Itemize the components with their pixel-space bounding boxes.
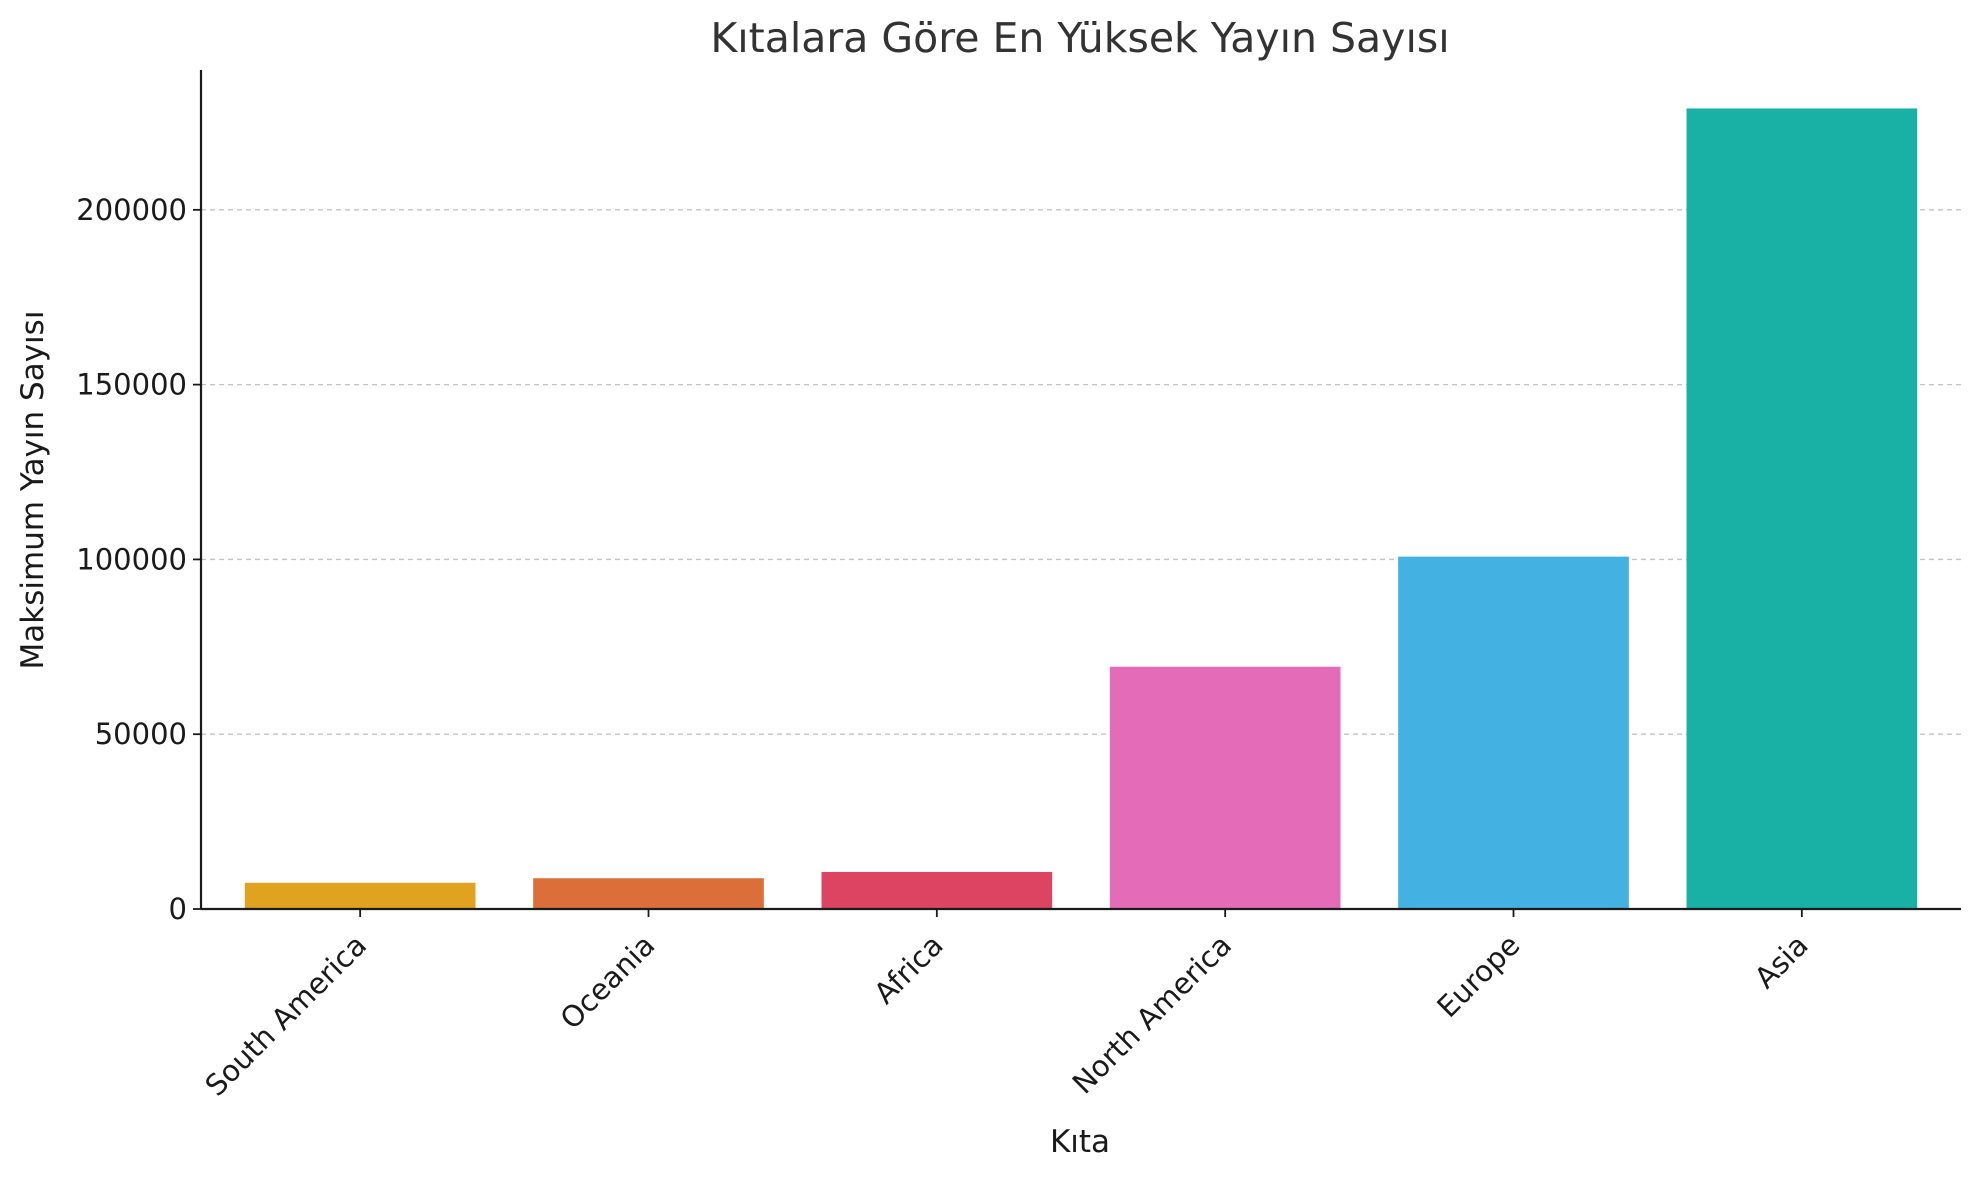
x-tick-label: North America bbox=[1066, 928, 1239, 1101]
bar-asia bbox=[1686, 108, 1918, 910]
bar-europe bbox=[1398, 556, 1629, 909]
bar-africa bbox=[821, 871, 1053, 909]
y-ticks: 0 50000 100000 150000 200000 bbox=[76, 193, 201, 926]
y-tick-label: 100000 bbox=[76, 542, 187, 576]
bar-north-america bbox=[1109, 666, 1341, 909]
x-tick-label: South America bbox=[198, 928, 373, 1103]
y-tick-label: 50000 bbox=[95, 717, 187, 751]
x-tick-label: Europe bbox=[1430, 928, 1526, 1024]
x-tick-label: Asia bbox=[1748, 928, 1815, 995]
x-tick-label: Oceania bbox=[554, 928, 662, 1036]
bar-south-america bbox=[244, 882, 476, 909]
y-tick-label: 200000 bbox=[76, 193, 187, 227]
bars bbox=[244, 108, 1918, 910]
y-tick-label: 150000 bbox=[76, 368, 187, 402]
x-axis-title: Kıta bbox=[1050, 1124, 1110, 1160]
x-ticks: South America Oceania Africa North America E… bbox=[198, 909, 1815, 1103]
bar-oceania bbox=[533, 878, 764, 909]
chart-title: Kıtalara Göre En Yüksek Yayın Sayısı bbox=[710, 14, 1449, 62]
x-tick-label: Africa bbox=[867, 928, 950, 1011]
y-tick-label: 0 bbox=[169, 892, 187, 926]
y-axis-title: Maksimum Yayın Sayısı bbox=[15, 311, 51, 670]
